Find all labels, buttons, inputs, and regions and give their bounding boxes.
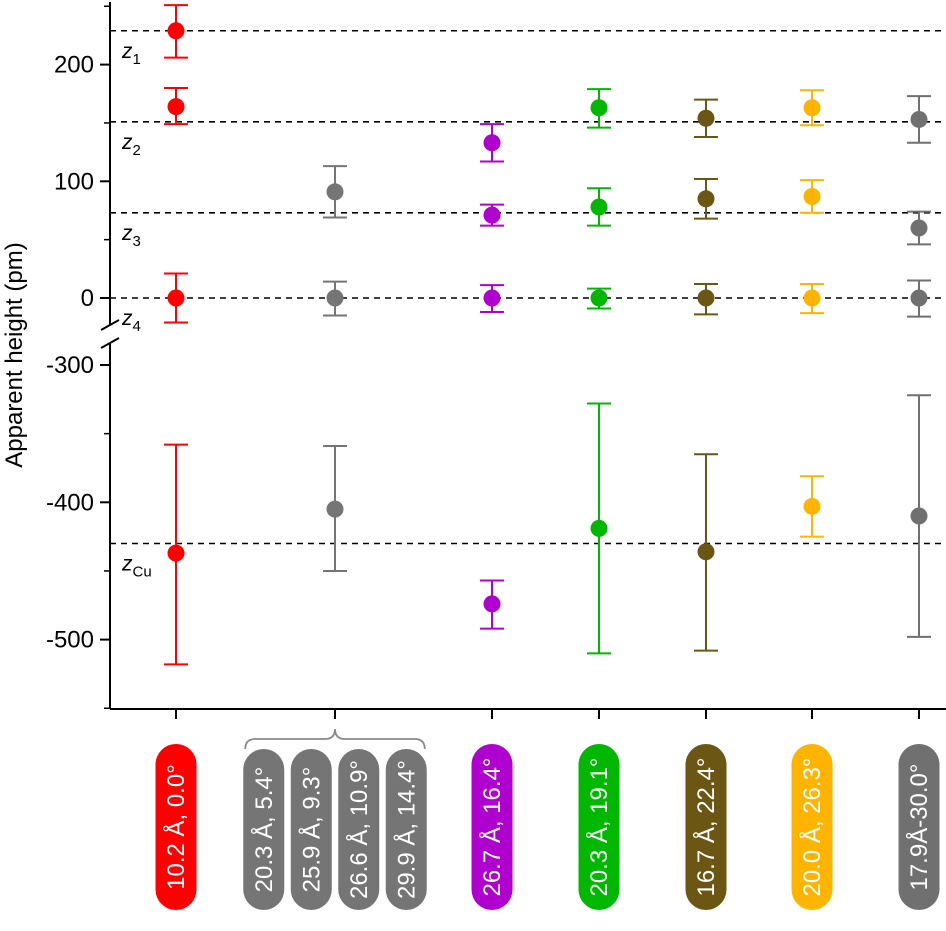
data-point — [803, 497, 821, 515]
y-axis-title: Apparent height (pm) — [1, 242, 28, 467]
data-point — [803, 99, 821, 117]
axis-break-mark — [100, 319, 120, 331]
category-label: 29.9 Å, 14.4° — [392, 760, 420, 899]
category-label: 17.9Å-30.0° — [905, 763, 933, 890]
data-point — [910, 110, 928, 128]
data-point — [326, 183, 344, 201]
y-tick-label: -300 — [46, 352, 94, 379]
data-point — [697, 289, 715, 307]
category-pill — [578, 744, 620, 910]
category-pill — [385, 749, 427, 910]
data-point — [483, 595, 501, 613]
category-label: 20.0 Å, 26.3° — [798, 757, 826, 896]
data-point — [803, 187, 821, 205]
category-label: 10.2 Å, 0.0° — [162, 764, 190, 890]
y-tick-label: 100 — [54, 168, 94, 195]
axes: 0 100 200 -500 -400 -300 — [46, 2, 946, 719]
data-points — [167, 22, 928, 613]
category-labels: 10.2 Å, 0.0° 20.3 Å, 5.4° 25.9 Å, 9.3° 26.6… — [155, 728, 940, 910]
category-pill — [471, 744, 513, 910]
reference-label-z-4: z4 — [121, 307, 141, 335]
category-pill — [685, 744, 727, 910]
category-label: 26.7 Å, 16.4° — [478, 757, 506, 896]
y-tick-label: 200 — [54, 52, 94, 79]
data-point — [697, 543, 715, 561]
data-point — [590, 198, 608, 216]
axis-break-mark — [100, 337, 120, 349]
reference-lines: z1 z2 z3 z4 zCu — [110, 29, 946, 580]
data-point — [167, 22, 185, 40]
y-tick-label: 0 — [81, 285, 94, 312]
category-pill — [290, 749, 332, 910]
data-point — [910, 289, 928, 307]
data-point — [483, 206, 501, 224]
data-point — [167, 289, 185, 307]
data-point — [910, 507, 928, 525]
reference-label-z-3: z3 — [121, 222, 141, 250]
category-label: 20.3 Å, 19.1° — [585, 757, 613, 896]
reference-label-z-cu: zCu — [121, 552, 152, 580]
group-brace — [244, 728, 426, 750]
category-label: 20.3 Å, 5.4° — [250, 767, 278, 893]
y-tick-label: -400 — [46, 489, 94, 516]
category-label: 25.9 Å, 9.3° — [297, 767, 325, 893]
data-point — [590, 289, 608, 307]
data-point — [910, 219, 928, 237]
data-point — [590, 99, 608, 117]
category-pill — [155, 744, 197, 910]
reference-label-z-2: z2 — [121, 131, 141, 159]
data-point — [326, 500, 344, 518]
data-point — [483, 134, 501, 152]
reference-label-z-1: z1 — [121, 40, 141, 68]
category-pill — [898, 744, 940, 910]
data-point — [167, 98, 185, 116]
category-label: 26.6 Å, 10.9° — [345, 760, 373, 899]
data-point — [803, 289, 821, 307]
data-point — [326, 289, 344, 307]
data-point — [590, 519, 608, 537]
data-point — [697, 109, 715, 127]
data-point — [483, 289, 501, 307]
data-point — [697, 190, 715, 208]
category-pill — [338, 749, 380, 910]
category-label: 16.7 Å, 22.4° — [692, 757, 720, 896]
category-pill — [791, 744, 833, 910]
category-pill — [243, 749, 285, 910]
y-tick-label: -500 — [46, 627, 94, 654]
data-point — [167, 544, 185, 562]
